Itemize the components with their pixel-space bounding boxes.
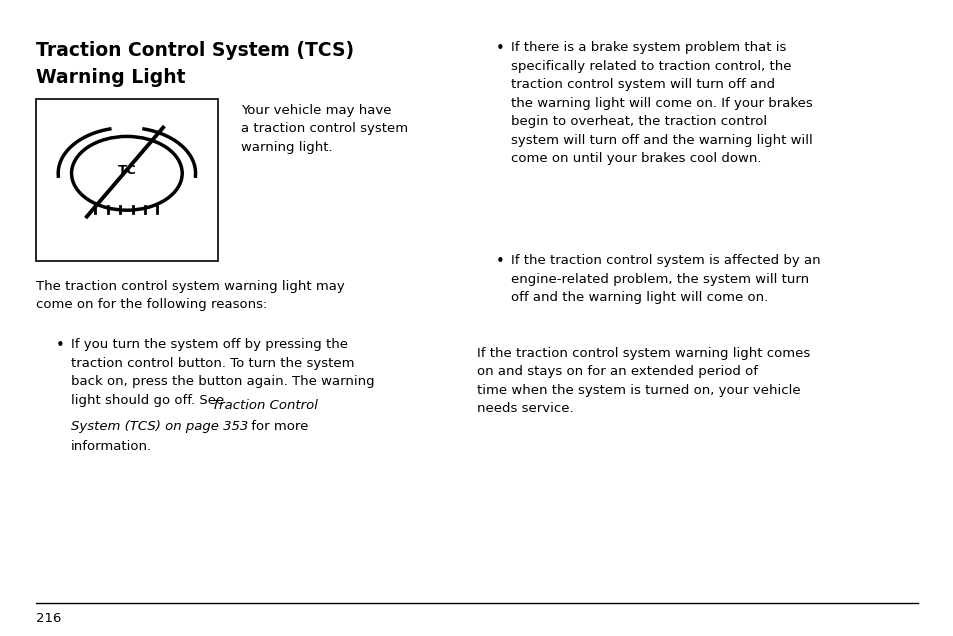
Text: for more: for more xyxy=(247,420,308,432)
Text: •: • xyxy=(496,254,504,270)
Text: If you turn the system off by pressing the
traction control button. To turn the : If you turn the system off by pressing t… xyxy=(71,338,374,407)
Circle shape xyxy=(71,137,182,210)
Text: The traction control system warning light may
come on for the following reasons:: The traction control system warning ligh… xyxy=(36,280,345,312)
Text: information.: information. xyxy=(71,440,152,453)
Text: 216: 216 xyxy=(36,612,62,625)
Text: TC: TC xyxy=(117,164,136,177)
Text: If there is a brake system problem that is
specifically related to traction cont: If there is a brake system problem that … xyxy=(511,41,812,165)
Text: Traction Control: Traction Control xyxy=(212,399,317,412)
Text: If the traction control system warning light comes
on and stays on for an extend: If the traction control system warning l… xyxy=(476,347,809,415)
Text: Warning Light: Warning Light xyxy=(36,68,186,87)
Text: Traction Control System (TCS): Traction Control System (TCS) xyxy=(36,41,354,60)
Text: If the traction control system is affected by an
engine-related problem, the sys: If the traction control system is affect… xyxy=(511,254,821,305)
Text: •: • xyxy=(55,338,64,354)
Bar xyxy=(36,99,217,261)
Text: •: • xyxy=(496,41,504,57)
Text: Your vehicle may have
a traction control system
warning light.: Your vehicle may have a traction control… xyxy=(241,104,408,154)
Text: System (TCS) on page 353: System (TCS) on page 353 xyxy=(71,420,248,432)
